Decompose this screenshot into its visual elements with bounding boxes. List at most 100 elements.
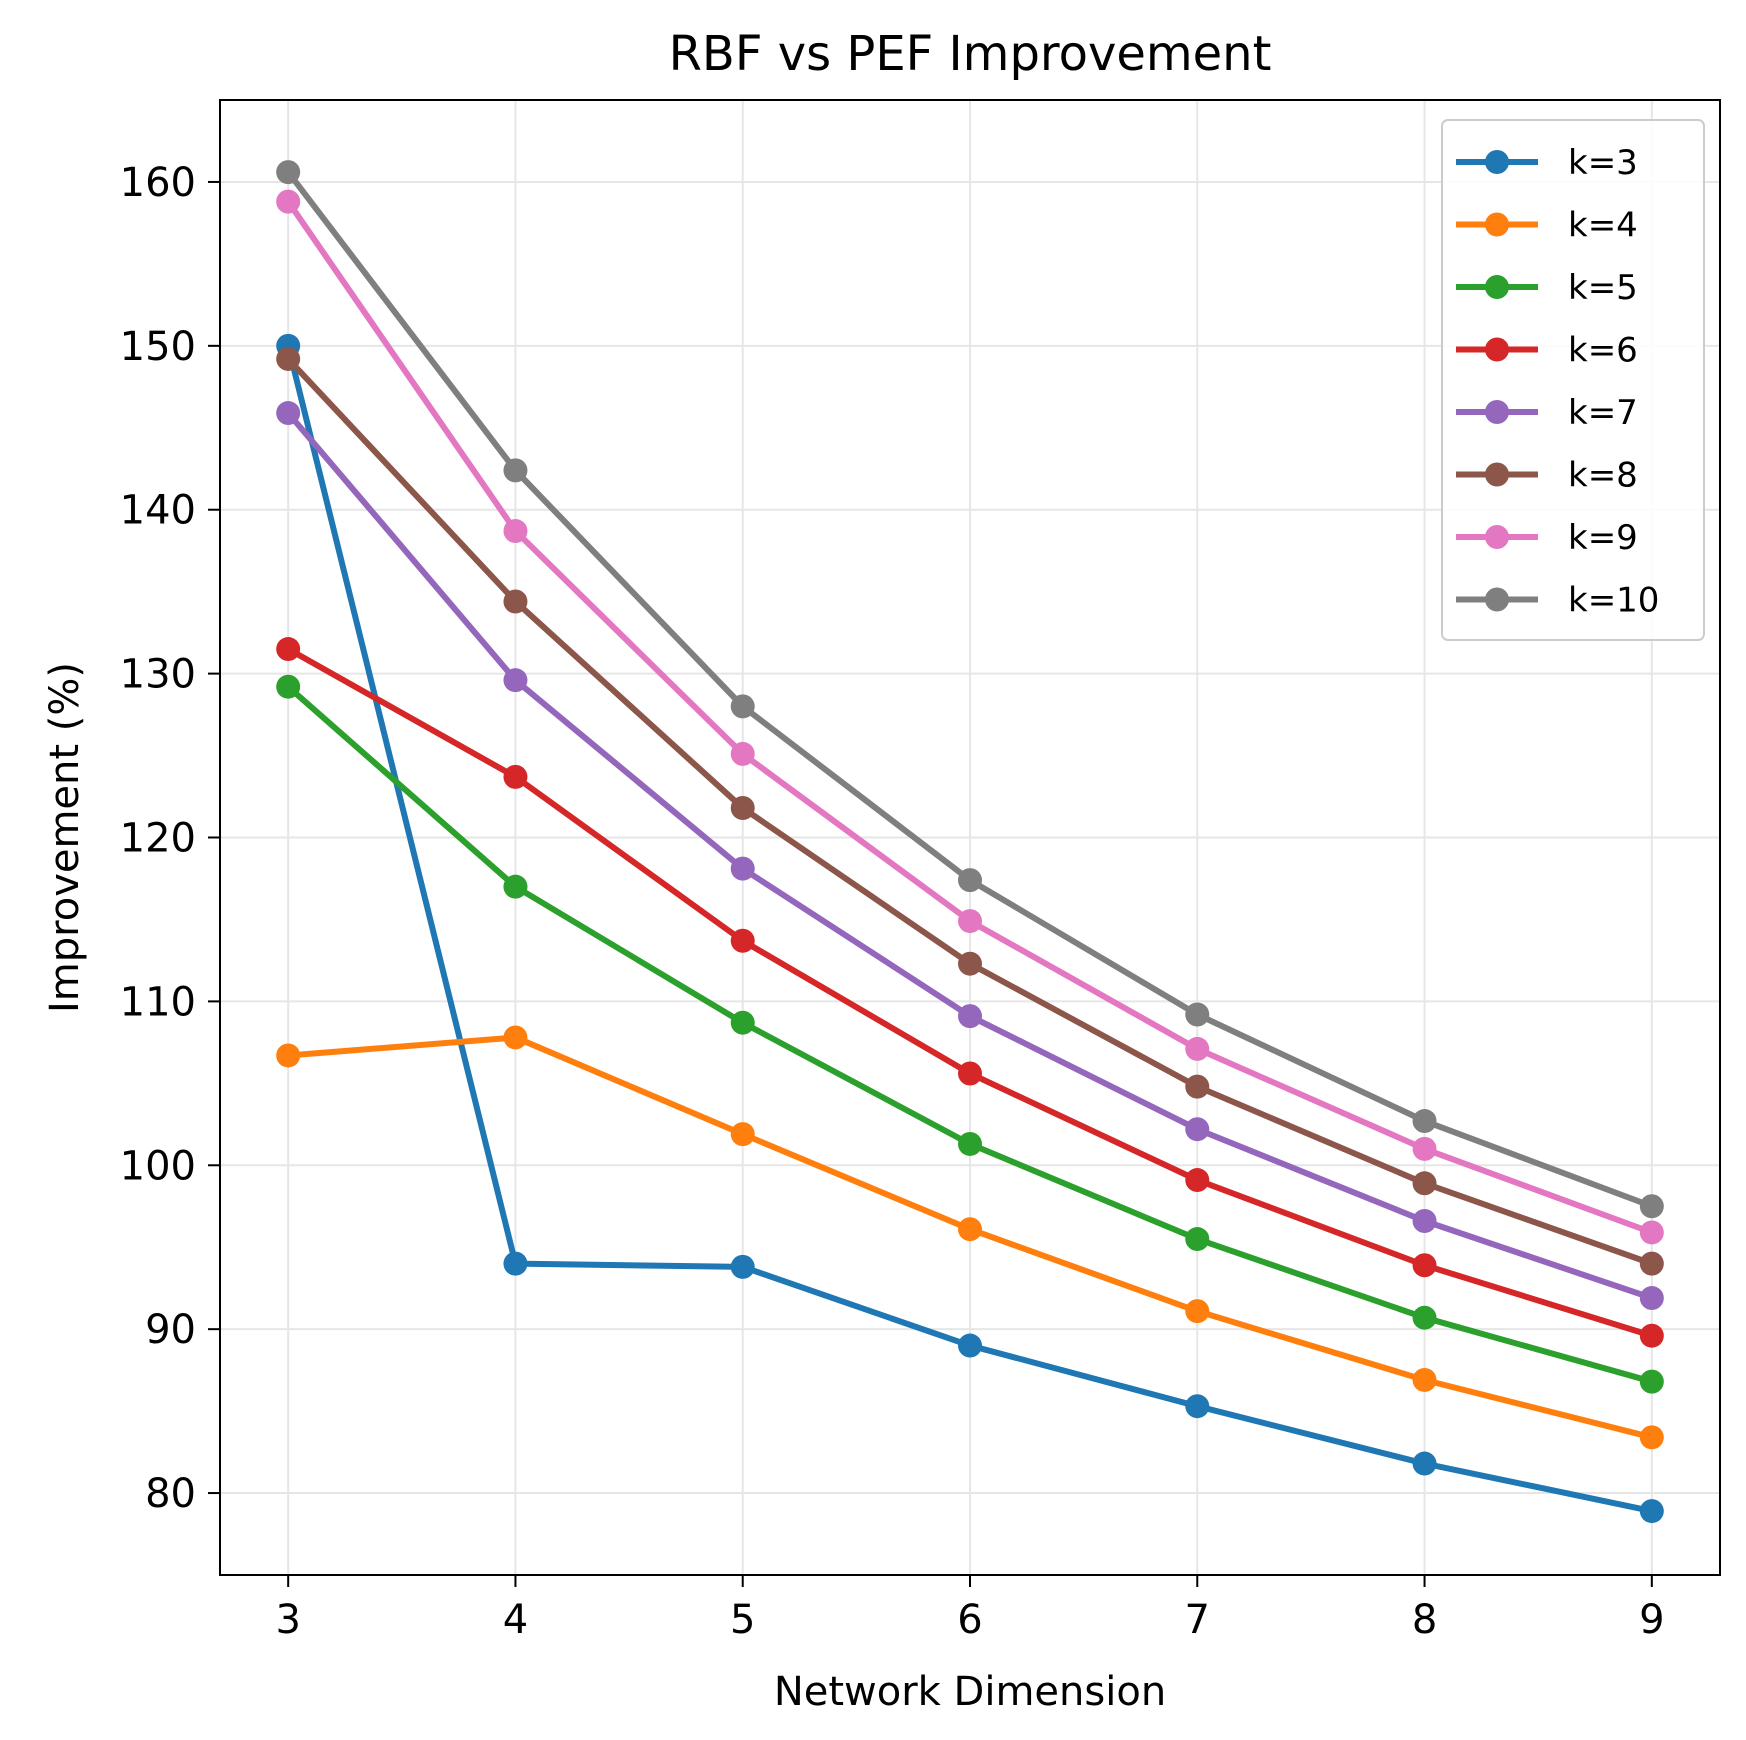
data-point <box>958 1004 982 1029</box>
legend-item: k=3 <box>1456 143 1638 183</box>
data-point <box>730 796 755 820</box>
legend-swatch-marker <box>1485 462 1509 487</box>
data-point <box>276 189 301 214</box>
data-point <box>1185 1036 1210 1061</box>
series-k=3 <box>276 333 1664 1524</box>
data-point <box>958 951 982 976</box>
legend-label: k=3 <box>1568 143 1638 183</box>
data-point <box>1639 1251 1664 1276</box>
data-point <box>503 1251 528 1276</box>
data-point <box>503 668 528 693</box>
data-point <box>1412 1451 1437 1476</box>
legend-item: k=10 <box>1456 581 1659 621</box>
data-point <box>503 764 528 789</box>
data-point <box>276 346 301 371</box>
legend-label: k=8 <box>1568 456 1638 496</box>
data-point <box>1412 1253 1437 1278</box>
axis-ticks: 3 4 5 6 7 8 9 80 90 100 110 120 130 140 150 160 <box>120 160 1665 1643</box>
x-tick-label: 8 <box>1412 1597 1437 1643</box>
legend-label: k=6 <box>1568 331 1638 371</box>
data-point <box>1185 1168 1210 1193</box>
chart-title: RBF vs PEF Improvement <box>669 26 1272 82</box>
legend-label: k=4 <box>1568 206 1638 246</box>
legend-swatch-marker <box>1485 150 1509 174</box>
legend-item: k=9 <box>1456 518 1638 558</box>
data-point <box>276 674 301 699</box>
data-point <box>958 1131 982 1156</box>
data-point <box>1185 1299 1210 1324</box>
data-point <box>1639 1286 1664 1311</box>
legend-label: k=5 <box>1568 268 1638 308</box>
series-k=8 <box>276 346 1664 1276</box>
legend: k=3 k=4 k=5 k=6 k=7 k=8 k=9 k=10 <box>1441 119 1705 641</box>
legend-swatch-marker <box>1485 587 1509 612</box>
legend-item: k=8 <box>1456 456 1638 496</box>
data-point <box>1185 1002 1210 1027</box>
legend-item: k=6 <box>1456 331 1638 371</box>
data-point <box>730 694 755 719</box>
legend-swatch-marker <box>1485 400 1509 424</box>
data-point <box>1412 1136 1437 1161</box>
data-point <box>503 519 528 544</box>
x-axis-title: Network Dimension <box>774 1669 1166 1715</box>
data-point <box>958 1061 982 1086</box>
data-point <box>1639 1323 1664 1348</box>
y-tick-label: 80 <box>145 1471 196 1517</box>
y-tick-label: 100 <box>120 1143 196 1189</box>
data-point <box>958 1217 982 1242</box>
data-point <box>1639 1425 1664 1450</box>
data-point <box>730 1254 755 1279</box>
x-tick-label: 4 <box>503 1597 528 1643</box>
y-tick-label: 130 <box>120 652 196 698</box>
data-point <box>1412 1367 1437 1392</box>
data-point <box>1639 1499 1664 1524</box>
data-point <box>276 401 301 426</box>
data-point <box>1185 1394 1210 1419</box>
data-point <box>503 874 528 899</box>
series-k=4 <box>276 1025 1664 1450</box>
data-point <box>1185 1117 1210 1142</box>
data-point <box>1185 1227 1210 1252</box>
data-point <box>730 1122 755 1147</box>
data-point <box>276 1043 301 1068</box>
legend-item: k=4 <box>1456 206 1638 246</box>
series-k=9 <box>276 189 1664 1245</box>
legend-label: k=9 <box>1568 518 1638 558</box>
x-tick-label: 7 <box>1185 1597 1210 1643</box>
data-point <box>276 637 301 662</box>
data-point <box>730 741 755 766</box>
x-tick-label: 5 <box>730 1597 755 1643</box>
series-k=6 <box>276 637 1664 1348</box>
legend-item: k=5 <box>1456 268 1638 308</box>
data-point <box>1639 1369 1664 1394</box>
series-k=7 <box>276 401 1664 1311</box>
x-tick-label: 3 <box>275 1597 300 1643</box>
y-tick-label: 110 <box>120 979 196 1025</box>
legend-box <box>1441 119 1705 641</box>
data-point <box>276 160 301 185</box>
data-point <box>1412 1109 1437 1134</box>
y-tick-label: 140 <box>120 488 196 534</box>
data-point <box>503 458 528 483</box>
data-point <box>730 928 755 953</box>
data-point <box>730 856 755 881</box>
data-point <box>503 589 528 614</box>
legend-item: k=7 <box>1456 393 1638 433</box>
data-point <box>958 1333 982 1358</box>
y-tick-label: 150 <box>120 324 196 370</box>
legend-swatch-marker <box>1485 212 1509 237</box>
x-tick-label: 9 <box>1639 1597 1664 1643</box>
legend-swatch-marker <box>1485 337 1509 362</box>
legend-label: k=10 <box>1568 581 1659 621</box>
data-point <box>730 1010 755 1035</box>
data-point <box>1639 1220 1664 1245</box>
data-point <box>1639 1194 1664 1219</box>
data-point <box>1185 1074 1210 1099</box>
y-tick-label: 90 <box>145 1307 196 1353</box>
y-tick-label: 160 <box>120 160 196 206</box>
series-k=10 <box>276 160 1664 1219</box>
legend-swatch-marker <box>1485 525 1509 549</box>
series-k=5 <box>276 674 1664 1394</box>
